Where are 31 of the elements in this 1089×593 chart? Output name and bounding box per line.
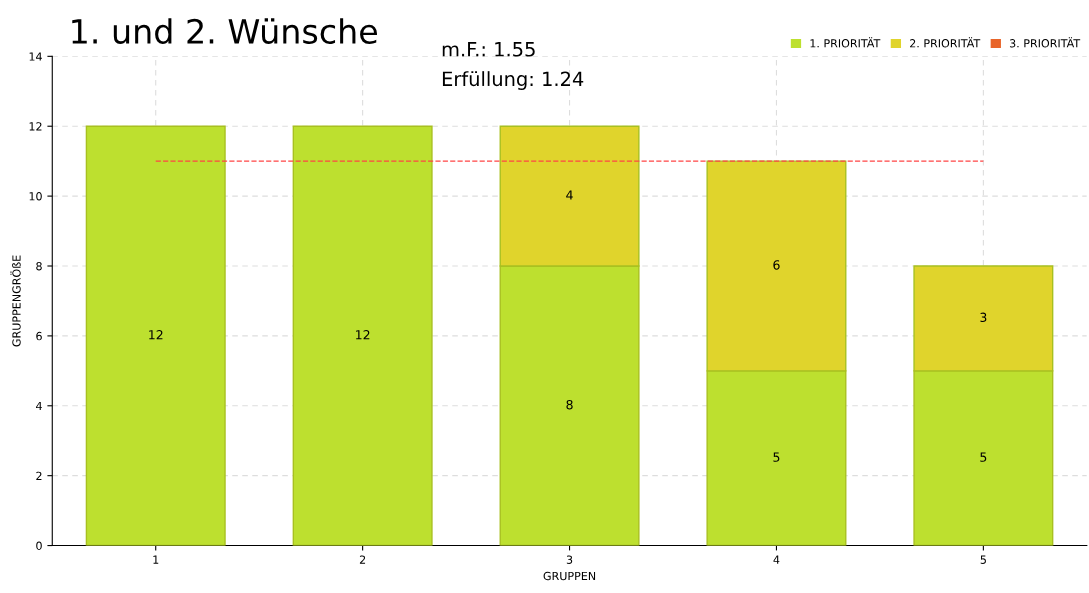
x-tick-label: 5 — [980, 555, 986, 564]
y-tick-label: 0 — [36, 541, 42, 550]
y-tick-label: 2 — [36, 471, 42, 480]
data-label: 5 — [773, 452, 780, 462]
y-tick-label: 6 — [36, 331, 42, 341]
x-tick-label: 2 — [359, 555, 366, 564]
x-tick-label: 3 — [566, 555, 573, 564]
annotation: m.F.: 1.55 — [442, 42, 535, 57]
data-label: 12 — [149, 330, 163, 340]
legend-label: 1. PRIORITÄT — [810, 37, 881, 48]
y-tick-label: 8 — [36, 261, 42, 271]
y-tick-label: 12 — [29, 122, 42, 131]
annotation: Erfüllung: 1.24 — [442, 71, 584, 90]
y-tick-label: 4 — [36, 401, 42, 410]
y-tick-label: 10 — [29, 192, 42, 201]
data-label: 3 — [980, 312, 987, 323]
x-tick-label: 4 — [773, 555, 780, 564]
data-label: 12 — [356, 330, 370, 340]
legend-label: 2. PRIORITÄT — [910, 37, 981, 48]
y-tick-label: 14 — [29, 52, 42, 61]
data-label: 8 — [566, 399, 573, 410]
y-axis-title: GRUPPENGRÖßE — [10, 255, 21, 347]
bar — [85, 125, 226, 546]
data-label: 6 — [773, 260, 780, 270]
legend-label: 3. PRIORITÄT — [1009, 37, 1081, 48]
data-label: 4 — [566, 190, 573, 200]
chart-title: 1. und 2. Wünsche — [72, 18, 377, 44]
x-tick-label: 1 — [153, 555, 159, 564]
bar — [292, 125, 433, 546]
x-axis-title: GRUPPEN — [543, 571, 596, 581]
data-label: 5 — [980, 452, 987, 462]
